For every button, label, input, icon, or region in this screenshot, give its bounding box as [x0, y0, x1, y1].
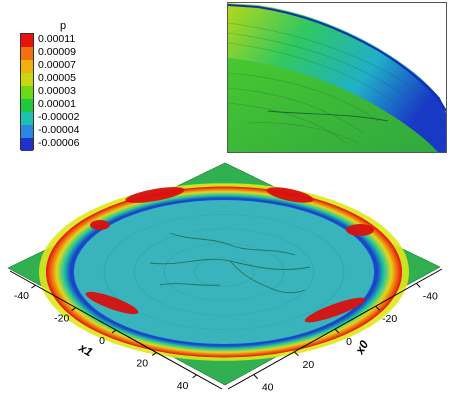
- legend-swatch: [21, 34, 33, 47]
- axis-tick-mark: [111, 329, 117, 334]
- legend-level-label: 0.00003: [38, 85, 76, 97]
- legend-swatch: [21, 138, 33, 151]
- axis-tick-label: 40: [262, 382, 274, 394]
- crack-lines: [149, 232, 311, 294]
- inset-crack-line: [267, 110, 389, 122]
- axis-tick-mark: [192, 374, 197, 379]
- inset-mesh-lines: [228, 22, 446, 152]
- legend-swatch: [21, 112, 33, 125]
- main-plot: -40 -20 0 20 40 x1 40 20 0 -20 -40 x0: [0, 155, 450, 400]
- axis-tick-label: -40: [14, 290, 29, 302]
- color-legend: p 0.00011 0.00009 0.00007 0.00005 0.00003 0.0…: [6, 20, 116, 155]
- axis-tick-label: 20: [302, 359, 314, 371]
- legend-level-label: 0.00001: [38, 98, 76, 110]
- inset-interior: [228, 58, 438, 152]
- legend-title: p: [60, 20, 67, 32]
- legend-level-label: 0.00007: [38, 59, 76, 71]
- legend-swatch: [21, 125, 33, 138]
- axis-tick-label: -20: [382, 313, 397, 325]
- legend-level-label: -0.00004: [38, 124, 80, 136]
- axis-tick-mark: [253, 374, 259, 379]
- legend-level-label: -0.00006: [38, 137, 80, 149]
- axis-tick-mark: [375, 305, 381, 311]
- axis-tick-mark: [31, 284, 36, 289]
- x0-axis-label: x0: [352, 338, 371, 358]
- legend-level-label: 0.00011: [38, 33, 76, 45]
- axis-tick-mark: [71, 307, 77, 311]
- legend-swatch: [21, 60, 33, 73]
- axis-tick-label: 0: [99, 335, 105, 347]
- x1-axis: -40 -20 0 20 40 x1: [9, 270, 223, 392]
- inner-disk: [74, 200, 374, 344]
- inset-plot: [228, 3, 446, 152]
- legend-swatch: [21, 47, 33, 60]
- legend-swatch: [21, 73, 33, 86]
- corner-peaks: [85, 187, 374, 323]
- zoom-inset: [227, 2, 447, 153]
- axis-tick-mark: [151, 352, 157, 356]
- axis-tick-label: 20: [136, 357, 148, 369]
- inset-edge: [228, 4, 446, 112]
- axis-tick-label: 0: [346, 336, 352, 348]
- x0-axis: 40 20 0 -20 -40 x0: [227, 268, 443, 394]
- x1-axis-label: x1: [76, 340, 96, 359]
- legend-level-label: -0.00002: [38, 111, 80, 123]
- legend-level-label: 0.00009: [38, 46, 76, 58]
- axis-tick-mark: [293, 351, 299, 357]
- axis-tick-mark: [334, 328, 340, 334]
- axis-tick-label: 40: [177, 380, 189, 392]
- axis-tick-label: -40: [423, 290, 438, 302]
- legend-level-label: 0.00005: [38, 72, 76, 84]
- legend-swatch: [21, 86, 33, 99]
- legend-colorbar: [20, 33, 34, 151]
- legend-swatch: [21, 99, 33, 112]
- axis-tick-mark: [415, 283, 421, 288]
- surface-plot: -40 -20 0 20 40 x1 40 20 0 -20 -40 x0: [7, 162, 443, 394]
- axis-tick-label: -20: [54, 313, 69, 325]
